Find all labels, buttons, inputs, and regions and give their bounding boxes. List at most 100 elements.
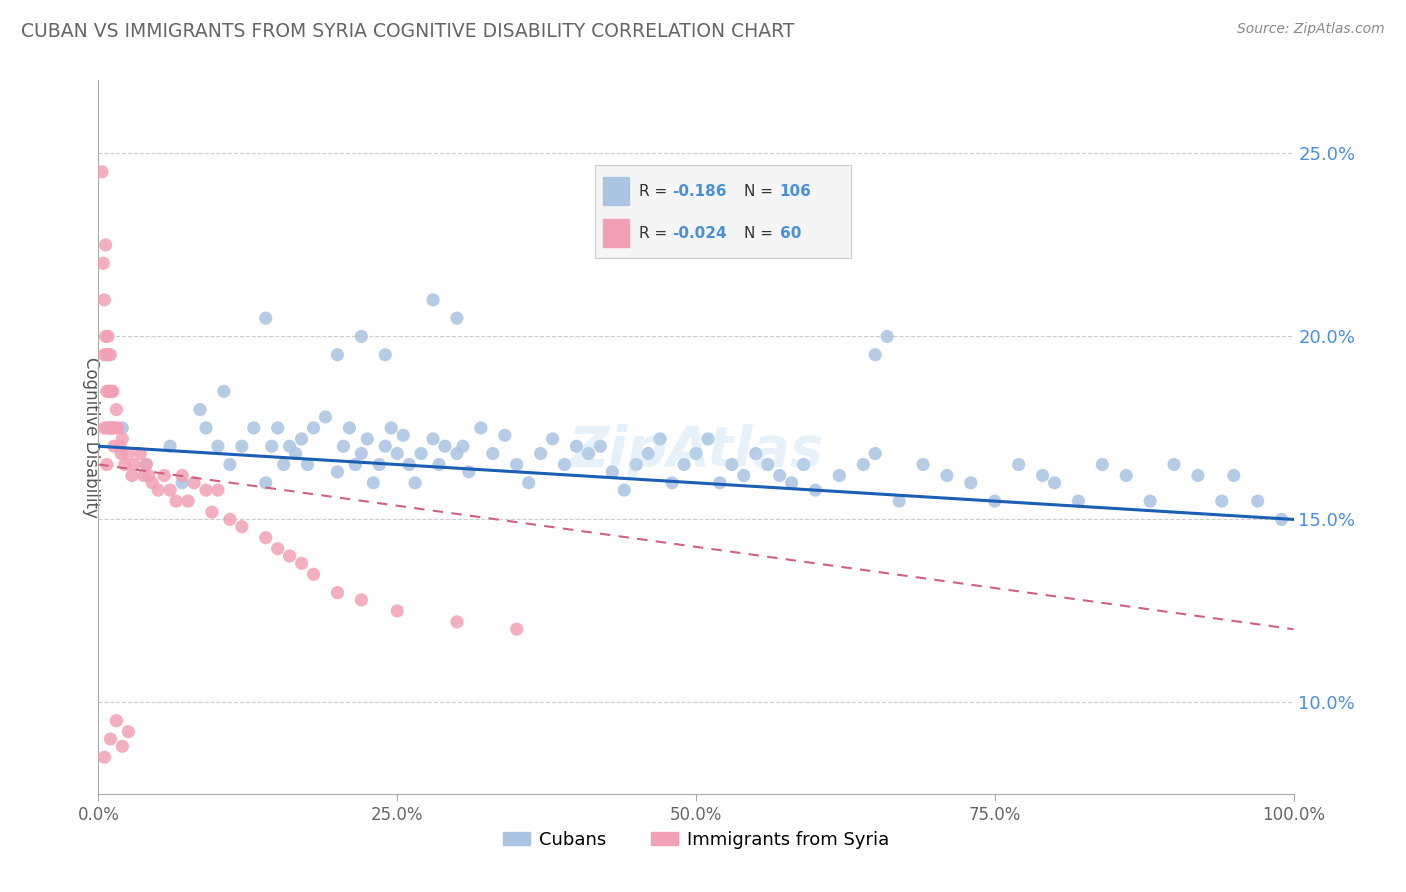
Point: [911, 458, 934, 472]
Text: 60: 60: [780, 226, 801, 241]
Point: [111, 421, 134, 435]
Point: [98, 421, 121, 435]
Point: [422, 432, 444, 446]
Point: [685, 446, 707, 460]
Point: [385, 604, 409, 618]
Point: [936, 468, 959, 483]
Point: [188, 402, 211, 417]
Point: [207, 483, 229, 497]
Point: [260, 439, 283, 453]
Point: [254, 531, 277, 545]
Text: Source: ZipAtlas.com: Source: ZipAtlas.com: [1237, 22, 1385, 37]
Point: [267, 421, 290, 435]
Point: [219, 458, 242, 472]
Point: [159, 439, 181, 453]
Point: [392, 428, 415, 442]
Point: [1247, 494, 1270, 508]
Point: [108, 439, 131, 453]
Point: [172, 475, 194, 490]
Point: [96, 348, 118, 362]
Text: R =: R =: [638, 226, 672, 241]
Point: [661, 475, 683, 490]
Point: [129, 446, 152, 460]
Point: [254, 475, 277, 490]
Point: [673, 458, 696, 472]
Point: [177, 494, 200, 508]
Point: [231, 439, 253, 453]
Point: [153, 468, 176, 483]
Point: [297, 458, 319, 472]
Legend: Cubans, Immigrants from Syria: Cubans, Immigrants from Syria: [495, 824, 897, 856]
Point: [350, 446, 373, 460]
Point: [363, 475, 385, 490]
Point: [100, 421, 122, 435]
Text: R =: R =: [638, 184, 672, 199]
Point: [332, 439, 354, 453]
Point: [278, 439, 301, 453]
Point: [326, 465, 349, 479]
Point: [243, 421, 266, 435]
Point: [481, 446, 505, 460]
Text: N =: N =: [744, 226, 778, 241]
Point: [602, 465, 624, 479]
Text: N =: N =: [744, 184, 778, 199]
Point: [1067, 494, 1090, 508]
Point: [385, 446, 409, 460]
Point: [517, 475, 540, 490]
Point: [506, 458, 529, 472]
Point: [132, 468, 155, 483]
Point: [326, 585, 349, 599]
Point: [411, 446, 433, 460]
Point: [865, 348, 887, 362]
Text: CUBAN VS IMMIGRANTS FROM SYRIA COGNITIVE DISABILITY CORRELATION CHART: CUBAN VS IMMIGRANTS FROM SYRIA COGNITIVE…: [21, 22, 794, 41]
Point: [91, 256, 114, 270]
Point: [648, 432, 672, 446]
Text: -0.186: -0.186: [672, 184, 727, 199]
Point: [100, 384, 122, 399]
Point: [721, 458, 744, 472]
Point: [554, 458, 576, 472]
Point: [451, 439, 474, 453]
Point: [422, 293, 444, 307]
Point: [1091, 458, 1114, 472]
Point: [94, 238, 117, 252]
Point: [96, 458, 118, 472]
Point: [541, 432, 564, 446]
Point: [110, 446, 132, 460]
Point: [339, 421, 361, 435]
Point: [101, 421, 124, 435]
Point: [876, 329, 898, 343]
Point: [852, 458, 875, 472]
Point: [350, 593, 373, 607]
Point: [111, 432, 134, 446]
Point: [284, 446, 307, 460]
Point: [195, 421, 218, 435]
Point: [98, 348, 122, 362]
Point: [589, 439, 612, 453]
Point: [219, 512, 242, 526]
Point: [105, 714, 128, 728]
Point: [135, 458, 157, 472]
Point: [1163, 458, 1185, 472]
Point: [117, 724, 139, 739]
Point: [470, 421, 492, 435]
Point: [1211, 494, 1233, 508]
Point: [201, 505, 224, 519]
Point: [889, 494, 911, 508]
Point: [374, 348, 396, 362]
Point: [148, 483, 170, 497]
Text: ZipAtlas: ZipAtlas: [568, 425, 824, 478]
Point: [446, 446, 468, 460]
Point: [93, 348, 115, 362]
Point: [121, 468, 143, 483]
Point: [793, 458, 815, 472]
Point: [458, 465, 481, 479]
Point: [733, 468, 755, 483]
Point: [565, 439, 588, 453]
Point: [105, 402, 128, 417]
Point: [291, 432, 314, 446]
Point: [98, 731, 122, 746]
Point: [344, 458, 367, 472]
Point: [212, 384, 235, 399]
Point: [745, 202, 768, 216]
